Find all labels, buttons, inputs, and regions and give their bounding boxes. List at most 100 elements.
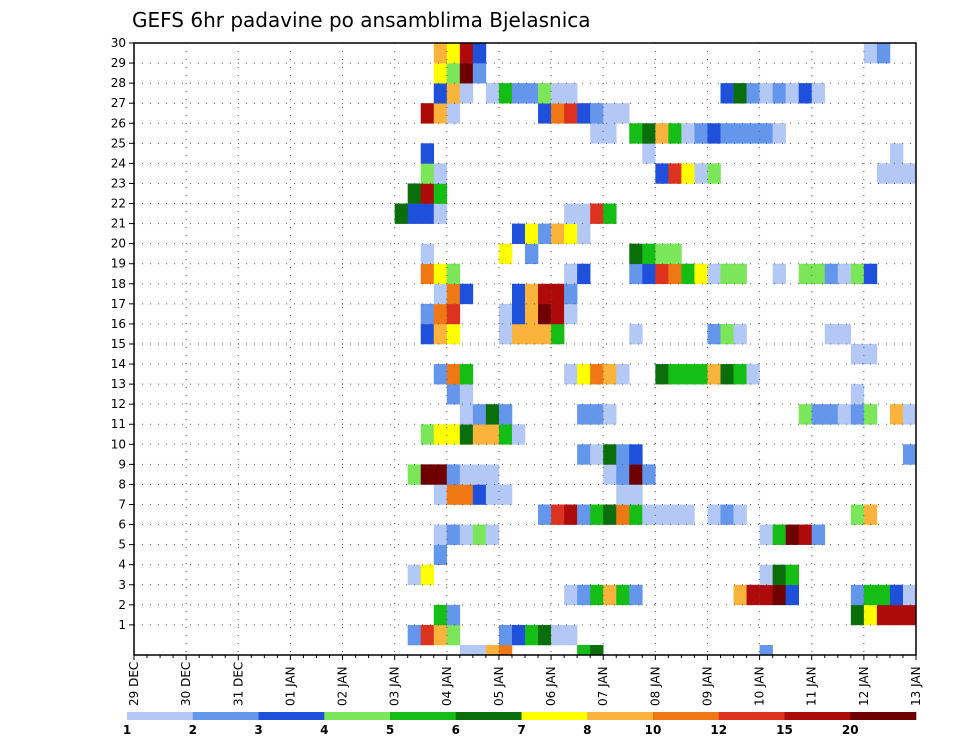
heatmap-cell <box>564 624 578 646</box>
y-tick-label: 29 <box>111 56 126 70</box>
heatmap-cell <box>446 464 461 485</box>
colorbar-label: 8 <box>583 723 591 737</box>
heatmap-cell <box>863 604 878 626</box>
heatmap-cell <box>551 103 565 124</box>
heatmap-cell <box>590 584 604 606</box>
heatmap-cell <box>525 243 539 265</box>
heatmap-cell <box>459 464 474 485</box>
heatmap-cell <box>498 243 513 265</box>
x-tick-label: 04 JAN <box>440 666 454 706</box>
heatmap-cell <box>759 123 773 144</box>
x-tick-label: 07 JAN <box>596 666 610 706</box>
heatmap-cell <box>420 103 435 124</box>
heatmap-cell <box>433 203 448 224</box>
y-tick-label: 14 <box>111 357 126 371</box>
heatmap-cell <box>603 404 617 425</box>
y-tick-label: 15 <box>111 337 126 351</box>
heatmap-cell <box>655 163 669 184</box>
y-tick-label: 11 <box>111 417 126 431</box>
heatmap-cell <box>498 323 513 345</box>
heatmap-cells <box>394 43 917 656</box>
heatmap-cell <box>720 83 734 104</box>
heatmap-cell <box>564 303 578 325</box>
heatmap-cell <box>733 323 747 345</box>
colorbar-swatch <box>587 712 654 720</box>
colorbar-swatch <box>455 712 522 720</box>
colorbar-label: 12 <box>710 723 727 737</box>
heatmap-cell <box>733 584 747 606</box>
heatmap-cell <box>485 644 500 656</box>
heatmap-cell <box>746 123 760 144</box>
heatmap-cell <box>850 584 865 606</box>
heatmap-cell <box>824 404 839 425</box>
heatmap-cell <box>433 484 448 505</box>
heatmap-cell <box>616 584 630 606</box>
heatmap-cell <box>538 323 552 345</box>
heatmap-cell <box>485 83 500 104</box>
heatmap-cell <box>811 404 826 425</box>
heatmap-cell <box>824 323 839 345</box>
heatmap-cell <box>498 624 513 646</box>
heatmap-cell <box>798 404 813 425</box>
heatmap-cell <box>746 364 760 385</box>
heatmap-cell <box>472 524 487 545</box>
heatmap-cell <box>420 464 435 485</box>
heatmap-cell <box>459 384 474 405</box>
heatmap-cell <box>472 424 487 445</box>
heatmap-cell <box>446 103 461 124</box>
heatmap-cell <box>876 604 891 626</box>
heatmap-cell <box>446 83 461 104</box>
heatmap-cell <box>564 283 578 305</box>
heatmap-cell <box>733 504 747 525</box>
heatmap-cell <box>485 424 500 445</box>
heatmap-cell <box>459 524 474 545</box>
heatmap-cell <box>629 243 643 265</box>
heatmap-cell <box>642 464 656 485</box>
heatmap-cell <box>590 203 604 224</box>
heatmap-cell <box>446 323 461 345</box>
y-axis: 1234567891011121314151617181920212223242… <box>111 36 134 632</box>
heatmap-cell <box>720 364 734 385</box>
heatmap-cell <box>525 624 539 646</box>
x-tick-label: 11 JAN <box>805 666 819 706</box>
heatmap-cell <box>785 524 799 545</box>
heatmap-cell <box>538 303 552 325</box>
heatmap-cell <box>433 263 448 285</box>
heatmap-cell <box>394 203 408 224</box>
heatmap-cell <box>772 83 786 104</box>
heatmap-cell <box>655 364 669 385</box>
heatmap-cell <box>850 604 865 626</box>
heatmap-cell <box>863 43 878 64</box>
heatmap-cell <box>459 644 474 656</box>
heatmap-cell <box>616 504 630 525</box>
heatmap-cell <box>603 103 617 124</box>
heatmap-cell <box>459 424 474 445</box>
heatmap-cell <box>538 103 552 124</box>
heatmap-cell <box>850 384 865 405</box>
heatmap-cell <box>577 223 591 244</box>
heatmap-cell <box>629 323 643 345</box>
heatmap-cell <box>538 283 552 305</box>
heatmap-cell <box>446 524 461 545</box>
heatmap-cell <box>850 404 865 425</box>
heatmap-cell <box>863 263 878 285</box>
heatmap-cell <box>446 263 461 285</box>
y-tick-label: 26 <box>111 116 126 130</box>
heatmap-cell <box>433 103 448 124</box>
heatmap-cell <box>446 364 461 385</box>
heatmap-cell <box>525 283 539 305</box>
heatmap-cell <box>433 544 448 566</box>
heatmap-cell <box>668 263 682 285</box>
heatmap-cell <box>603 203 617 224</box>
heatmap-cell <box>485 524 500 545</box>
heatmap-cell <box>733 123 747 144</box>
x-axis: 29 DEC 30 DEC 31 DEC 01 JAN 02 JAN 03 JAN 04 J… <box>127 655 923 706</box>
heatmap-cell <box>616 444 630 465</box>
heatmap-cell <box>472 43 487 64</box>
y-tick-label: 24 <box>111 156 126 170</box>
heatmap-cell <box>785 584 799 606</box>
heatmap-cell <box>603 123 617 144</box>
heatmap-cell <box>420 323 435 345</box>
heatmap-cell <box>564 203 578 224</box>
heatmap-cell <box>655 504 669 525</box>
